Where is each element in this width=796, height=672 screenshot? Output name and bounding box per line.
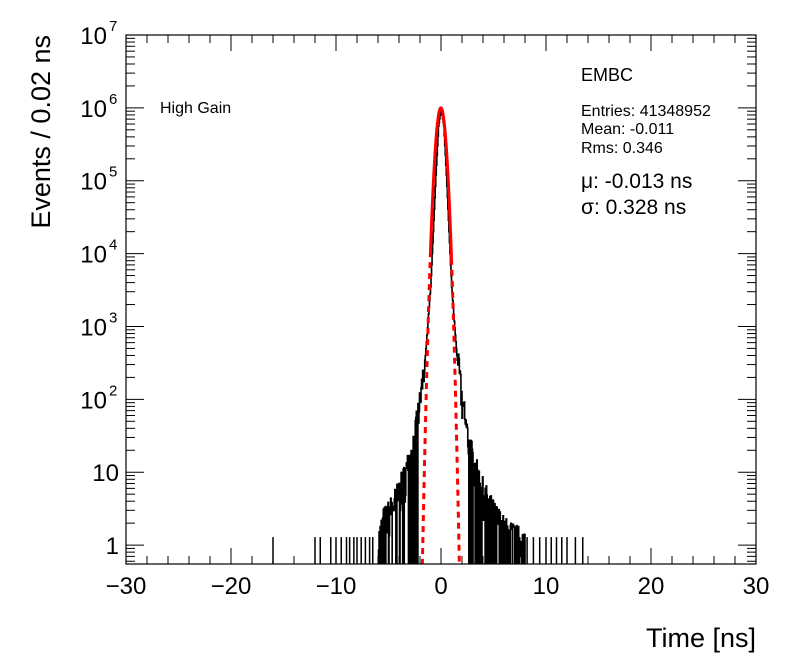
stats-entries: Entries: 41348952 [581,103,711,120]
fit-sigma: σ: 0.328 ns [581,196,686,219]
y-tick-exponent: 4 [109,237,117,254]
gaussian-extrapolation-left [420,251,432,565]
y-tick-label: 10 [80,314,107,341]
y-axis-title: Events / 0.02 ns [26,35,56,229]
fit-mu: μ: -0.013 ns [581,170,692,193]
y-tick-exponent: 6 [109,91,117,108]
stats-mean: Mean: -0.011 [581,121,674,138]
y-tick-exponent: 3 [109,309,117,326]
x-tick-label: 30 [743,573,770,600]
x-tick-label: −10 [316,573,357,600]
x-tick-label: 20 [638,573,665,600]
gaussian-fit-curve [429,106,453,259]
y-tick-exponent: 5 [109,164,117,181]
y-tick-exponent: 2 [109,382,117,399]
y-tick-label: 10 [80,169,107,196]
x-ticks: −30 −20 −10 0 10 20 30 [106,35,770,600]
x-axis-title: Time [ns] [646,623,756,653]
x-tick-label: 0 [434,573,447,600]
y-tick-label: 10 [80,23,107,50]
y-tick-label: 10 [80,387,107,414]
y-tick-label: 10 [92,460,119,487]
y-tick-label: 10 [80,96,107,123]
gain-label: High Gain [160,100,231,117]
x-tick-label: 10 [533,573,560,600]
y-tick-label: 10 [80,242,107,269]
y-tick-exponent: 7 [109,18,117,35]
gaussian-fit-layer [420,106,461,565]
gaussian-extrapolation-right [450,258,461,565]
detector-label: EMBC [581,65,633,85]
x-tick-label: −20 [211,573,252,600]
y-tick-label: 1 [106,533,119,560]
x-tick-label: −30 [106,573,147,600]
stats-rms: Rms: 0.346 [581,140,663,157]
